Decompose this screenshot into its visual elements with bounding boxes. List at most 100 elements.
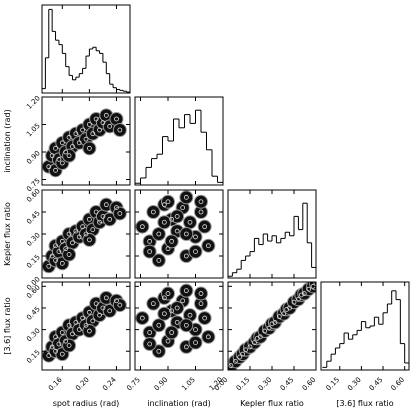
density-core — [169, 238, 175, 244]
panel — [134, 96, 224, 186]
panel-frame — [41, 281, 131, 371]
density-core — [90, 318, 96, 324]
panel-content — [135, 190, 216, 268]
density-core — [156, 348, 162, 354]
density-core — [53, 348, 58, 354]
density-core — [147, 330, 153, 335]
density-core — [56, 341, 62, 347]
density-core — [139, 224, 145, 230]
density-core — [49, 153, 55, 159]
density-core — [46, 263, 52, 269]
density-blob — [151, 318, 166, 333]
x-tick-label: 0.75 — [125, 376, 142, 393]
density-core — [66, 153, 72, 159]
density-core — [193, 340, 198, 345]
density-core — [76, 234, 82, 240]
y-axis-title: [3.6] flux ratio — [3, 297, 12, 354]
density-core — [114, 205, 119, 211]
density-core — [103, 112, 109, 118]
density-core — [46, 164, 52, 170]
density-core — [165, 199, 171, 205]
y-tick-label: 0.15 — [25, 253, 42, 270]
density-core — [80, 224, 86, 230]
density-blob — [112, 123, 127, 137]
density-core — [183, 288, 189, 294]
density-core — [193, 234, 198, 240]
panel-content — [135, 109, 223, 184]
y-tick-label: 0.45 — [25, 209, 42, 226]
density-core — [66, 231, 72, 237]
density-core — [306, 286, 312, 292]
density-core — [262, 328, 268, 334]
panel-content — [135, 283, 216, 359]
x-tick-label: 0.60 — [389, 376, 406, 393]
density-core — [276, 314, 282, 320]
density-core — [150, 209, 156, 215]
density-blob — [82, 324, 97, 339]
panel: 0.15 0.30 0.45 0.60 — [320, 281, 410, 393]
density-core — [232, 358, 238, 364]
density-core — [83, 322, 89, 328]
density-blob — [142, 244, 157, 259]
panel-content — [42, 8, 130, 93]
density-core — [86, 145, 92, 151]
density-core — [66, 252, 72, 257]
density-blob — [194, 194, 208, 209]
density-core — [193, 249, 198, 255]
density-core — [247, 344, 253, 350]
density-core — [46, 353, 52, 358]
density-core — [93, 116, 99, 122]
density-core — [169, 308, 175, 314]
density-core — [59, 351, 65, 357]
density-core — [103, 202, 109, 208]
density-core — [93, 209, 99, 215]
x-axis-title: [3.6] flux ratio — [336, 399, 393, 408]
density-blob — [135, 311, 150, 326]
density-blob — [161, 286, 175, 301]
density-core — [93, 301, 99, 307]
density-core — [114, 298, 119, 304]
density-core — [243, 347, 249, 353]
density-core — [86, 237, 92, 243]
density-core — [165, 338, 171, 344]
density-core — [147, 238, 153, 244]
density-core — [53, 334, 58, 340]
y-tick-label: 1.20 — [25, 94, 42, 111]
density-core — [180, 298, 186, 304]
panel-content — [228, 282, 316, 370]
density-core — [266, 325, 272, 331]
density-blob — [179, 190, 194, 205]
density-core — [59, 260, 65, 266]
density-core — [86, 122, 92, 127]
density-core — [251, 340, 257, 345]
density-core — [90, 131, 96, 137]
density-core — [180, 205, 186, 211]
density-blob — [161, 194, 175, 209]
density-core — [147, 249, 153, 255]
density-core — [73, 131, 79, 137]
density-core — [80, 127, 86, 133]
panel: 0.16 0.20 0.240.150.300.450.60 — [25, 281, 131, 392]
density-blob — [112, 298, 127, 313]
density-blob — [157, 306, 172, 321]
density-core — [240, 351, 246, 357]
density-blob — [142, 337, 157, 352]
density-core — [161, 219, 167, 225]
y-tick-label: 0.90 — [25, 149, 42, 166]
density-core — [156, 322, 162, 328]
x-tick-label: 0.15 — [324, 376, 341, 393]
density-core — [107, 308, 113, 314]
x-tick-label: 0.45 — [279, 376, 296, 393]
density-core — [76, 140, 82, 146]
density-core — [205, 334, 211, 340]
density-core — [169, 216, 175, 222]
density-core — [100, 120, 106, 126]
density-core — [257, 334, 263, 340]
density-core — [202, 315, 208, 321]
density-core — [80, 315, 86, 321]
density-core — [63, 338, 69, 344]
density-core — [73, 228, 79, 234]
y-axis-title: inclination (rad) — [3, 109, 12, 173]
x-tick-label: 0.15 — [235, 376, 252, 393]
